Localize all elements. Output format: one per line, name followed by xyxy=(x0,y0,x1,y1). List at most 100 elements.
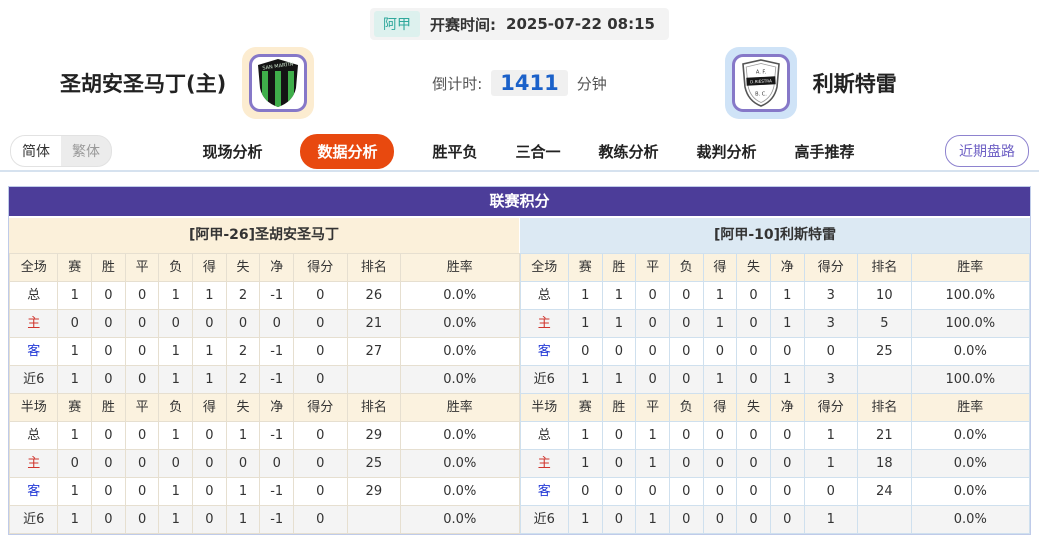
home-team-block: 圣胡安圣马丁(主) SAN MARTIN xyxy=(40,47,315,119)
tab-live-analysis[interactable]: 现场分析 xyxy=(202,142,263,161)
riestra-crest-icon: A. F. D.RIESTRA B. C. xyxy=(741,59,780,107)
table-cell: 1 xyxy=(567,505,603,534)
table-cell: 3 xyxy=(803,281,859,310)
tab-expert-picks[interactable]: 高手推荐 xyxy=(794,142,855,161)
table-cell: 0 xyxy=(293,505,348,534)
svg-text:A. F.: A. F. xyxy=(756,70,767,76)
recent-handicap-button[interactable]: 近期盘路 xyxy=(945,135,1029,167)
table-cell: 27 xyxy=(346,337,402,366)
column-header: 净 xyxy=(769,253,805,282)
row-label: 主 xyxy=(8,449,59,478)
table-cell: 0.0% xyxy=(400,449,520,478)
table-cell: 0 xyxy=(736,505,771,534)
table-cell: -1 xyxy=(259,281,295,310)
svg-text:B. C.: B. C. xyxy=(755,92,767,98)
table-cell: 0 xyxy=(668,281,704,310)
table-cell xyxy=(857,505,912,534)
column-header: 净 xyxy=(259,393,295,422)
table-cell: 2 xyxy=(225,365,261,394)
san-martin-crest-icon: SAN MARTIN xyxy=(258,59,299,107)
table-cell: 1 xyxy=(769,309,805,338)
table-row: 近6 1 1 0 0 1 0 1 3 100.0% xyxy=(519,365,1031,394)
table-cell: 0 xyxy=(192,477,227,506)
table-cell: 1 xyxy=(158,421,194,450)
table-cell: 0 xyxy=(192,449,227,478)
table-cell: 0.0% xyxy=(400,505,520,534)
table-cell: 0 xyxy=(293,337,348,366)
table-cell: 0 xyxy=(293,477,348,506)
row-label: 近6 xyxy=(519,365,569,394)
kickoff-label: 开赛时间: xyxy=(430,15,497,34)
table-cell: 1 xyxy=(567,309,603,338)
table-cell: 0 xyxy=(91,365,126,394)
table-cell: 0.0% xyxy=(910,505,1031,534)
tab-three-in-one[interactable]: 三合一 xyxy=(515,142,561,161)
table-cell: 1 xyxy=(635,421,670,450)
row-label: 客 xyxy=(519,337,569,366)
table-cell: 1 xyxy=(702,365,738,394)
nav-bar: 简体 繁体 现场分析 数据分析 胜平负 三合一 教练分析 裁判分析 高手推荐 近… xyxy=(0,132,1039,172)
table-row: 客 0 0 0 0 0 0 0 0 24 0.0% xyxy=(519,477,1031,506)
table-cell: 1 xyxy=(57,365,93,394)
table-cell: 10 xyxy=(857,281,912,310)
table-cell: 0 xyxy=(635,365,670,394)
table-cell: 0 xyxy=(668,449,704,478)
table-cell: -1 xyxy=(259,337,295,366)
column-header: 胜 xyxy=(91,253,126,282)
table-cell: 1 xyxy=(158,337,194,366)
home-stats-table: 全场赛胜平负得失净得分 排名 胜率总 1 0 0 1 1 2 -1 0 26 0.0% 主 0 0 0 0 0 0 0 0… xyxy=(8,253,520,534)
row-label: 客 xyxy=(8,337,59,366)
table-cell: 0 xyxy=(601,449,637,478)
table-cell xyxy=(346,505,402,534)
table-cell: 0 xyxy=(158,449,194,478)
table-cell: 0 xyxy=(702,477,738,506)
table-cell: 0 xyxy=(769,449,805,478)
table-cell: 0 xyxy=(124,449,160,478)
tab-referee-analysis[interactable]: 裁判分析 xyxy=(696,142,757,161)
nav-tabs: 现场分析 数据分析 胜平负 三合一 教练分析 裁判分析 高手推荐 xyxy=(112,133,945,169)
table-cell: 0 xyxy=(668,505,704,534)
table-cell: 100.0% xyxy=(910,365,1031,394)
column-header: 胜 xyxy=(91,393,126,422)
table-cell: 1 xyxy=(601,309,637,338)
table-cell: 0 xyxy=(736,337,771,366)
table-cell: 0.0% xyxy=(400,365,520,394)
column-header: 得分 xyxy=(803,253,859,282)
column-header: 排名 xyxy=(857,253,912,282)
table-cell: 0 xyxy=(635,477,670,506)
section-header-row: 全场赛胜平负得失净得分 排名 胜率 xyxy=(8,253,520,282)
lang-traditional-button[interactable]: 繁体 xyxy=(72,144,100,160)
column-header: 负 xyxy=(158,253,194,282)
column-header: 胜 xyxy=(601,393,637,422)
table-cell: 0 xyxy=(91,421,126,450)
table-cell: 1 xyxy=(225,505,261,534)
table-cell: 0 xyxy=(124,365,160,394)
table-cell: 100.0% xyxy=(910,309,1031,338)
table-cell: 1 xyxy=(158,281,194,310)
column-header: 平 xyxy=(635,393,670,422)
table-cell: 0.0% xyxy=(910,337,1031,366)
row-label: 主 xyxy=(519,449,569,478)
table-cell: 1 xyxy=(769,365,805,394)
lang-simplified-button[interactable]: 简体 xyxy=(11,136,61,166)
table-cell: 2 xyxy=(225,281,261,310)
column-header: 得分 xyxy=(803,393,859,422)
table-cell: 0 xyxy=(803,337,859,366)
table-row: 总 1 0 0 1 1 2 -1 0 26 0.0% xyxy=(8,281,520,310)
table-cell: 0 xyxy=(668,421,704,450)
table-cell: 0.0% xyxy=(400,337,520,366)
section-header-row: 全场赛胜平负得失净得分 排名 胜率 xyxy=(519,253,1031,282)
row-label: 近6 xyxy=(8,505,59,534)
table-cell: 1 xyxy=(702,281,738,310)
table-cell: 0 xyxy=(736,449,771,478)
column-header: 胜率 xyxy=(400,253,520,282)
tab-coach-analysis[interactable]: 教练分析 xyxy=(598,142,659,161)
column-header: 赛 xyxy=(567,253,603,282)
row-label: 客 xyxy=(519,477,569,506)
column-header: 胜率 xyxy=(910,253,1031,282)
tab-win-draw-lose[interactable]: 胜平负 xyxy=(432,142,478,161)
table-cell: 1 xyxy=(803,449,859,478)
tab-data-analysis[interactable]: 数据分析 xyxy=(300,133,395,169)
row-label: 近6 xyxy=(8,365,59,394)
row-label: 总 xyxy=(8,281,59,310)
